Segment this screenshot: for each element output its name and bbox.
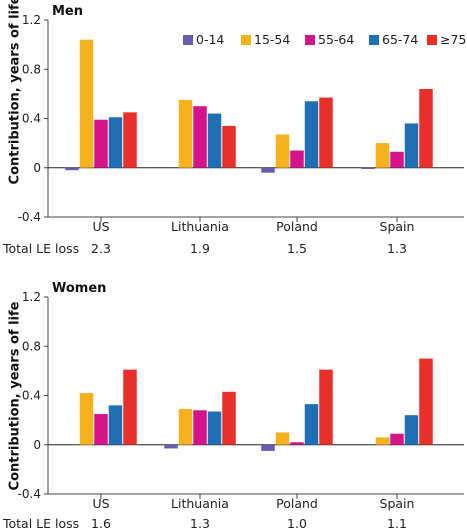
legend-swatch	[427, 35, 437, 45]
legend-swatch	[305, 35, 315, 45]
bar-men-spain-series-3	[404, 123, 419, 168]
legend: 0-14 15-54 55-64 65-74 ≥75	[183, 32, 466, 47]
legend-label: 65-74	[382, 32, 418, 47]
bar-men-poland-series-1	[275, 134, 290, 168]
bar-men-spain-series-0	[361, 167, 375, 169]
x-category-label: US	[92, 219, 109, 234]
total-le-loss-value: 1.9	[190, 241, 210, 256]
bar-women-lithuania-series-4	[222, 391, 236, 445]
total-le-loss-value: 1.3	[387, 241, 407, 256]
total-le-loss-value: 2.3	[91, 241, 111, 256]
legend-label: ≥75	[440, 32, 466, 47]
y-tick-label: 0.8	[22, 339, 41, 353]
bar-women-lithuania-series-2	[193, 410, 207, 445]
bar-men-us-series-0	[65, 167, 79, 171]
bar-women-spain-series-1	[375, 437, 390, 445]
bar-men-lithuania-series-2	[193, 106, 207, 168]
legend-swatch	[241, 35, 251, 45]
bar-men-lithuania-series-4	[222, 125, 236, 168]
bar-women-poland-series-2	[290, 442, 304, 445]
panel-women: Women Contribution, years of life-0.4 0 0.4…	[2, 281, 464, 531]
bar-women-us-series-1	[79, 393, 94, 445]
panel-title: Women	[52, 281, 106, 296]
y-tick-label: -0.4	[18, 210, 41, 224]
bar-women-poland-series-4	[319, 369, 333, 445]
total-le-loss-label: Total LE loss	[2, 241, 79, 256]
total-le-loss-label: Total LE loss	[2, 516, 79, 531]
y-tick-label: 0.4	[22, 389, 41, 403]
y-tick-label: 1.2	[22, 290, 41, 304]
x-category-label: US	[92, 496, 109, 511]
y-tick-label: 0.8	[22, 62, 41, 76]
legend-swatch	[183, 35, 193, 45]
bar-women-us-series-3	[108, 405, 123, 445]
bar-women-spain-series-4	[419, 358, 433, 445]
x-category-label: Spain	[380, 219, 415, 234]
bar-women-poland-series-0	[261, 444, 275, 451]
x-category-label: Spain	[380, 496, 415, 511]
y-tick-label: 0.4	[22, 112, 41, 126]
bar-men-poland-series-0	[261, 167, 275, 173]
bar-men-us-series-3	[108, 117, 123, 168]
total-le-loss-value: 1.5	[287, 241, 307, 256]
x-category-label: Lithuania	[171, 219, 229, 234]
total-le-loss-value: 1.1	[387, 516, 407, 531]
bar-women-lithuania-series-3	[207, 411, 222, 445]
legend-label: 0-14	[196, 32, 224, 47]
bar-men-lithuania-series-3	[207, 113, 222, 168]
legend-swatch	[369, 35, 379, 45]
bar-women-spain-series-3	[404, 415, 419, 445]
bar-women-us-series-2	[94, 413, 108, 445]
total-le-loss-value: 1.6	[91, 516, 111, 531]
bar-women-us-series-4	[123, 369, 137, 445]
x-category-label: Poland	[276, 219, 318, 234]
panel-men: Men Contribution, years of life -0.4 0 0.4 0.…	[2, 0, 466, 256]
bar-women-lithuania-series-1	[178, 409, 193, 445]
y-tick-label: 0	[33, 161, 41, 175]
bar-women-lithuania-series-0	[164, 444, 178, 449]
bar-men-lithuania-series-1	[178, 100, 193, 168]
bar-men-spain-series-2	[390, 151, 404, 168]
y-tick-label: -0.4	[18, 487, 41, 501]
bar-men-poland-series-3	[304, 101, 319, 168]
bar-women-poland-series-3	[304, 404, 319, 445]
bar-women-poland-series-1	[275, 432, 290, 445]
total-le-loss-value: 1.3	[190, 516, 210, 531]
bar-men-poland-series-2	[290, 150, 304, 168]
bar-men-us-series-2	[94, 119, 108, 168]
y-axis-label: Contribution, years of life	[8, 301, 23, 490]
panel-title: Men	[52, 4, 83, 19]
bar-women-spain-series-2	[390, 433, 404, 445]
y-tick-label: 0	[33, 438, 41, 452]
total-le-loss-value: 1.0	[287, 516, 307, 531]
y-tick-label: 1.2	[22, 13, 41, 27]
legend-label: 15-54	[254, 32, 290, 47]
x-category-label: Lithuania	[171, 496, 229, 511]
bar-men-us-series-1	[79, 39, 94, 168]
bar-men-poland-series-4	[319, 97, 333, 168]
bar-men-us-series-4	[123, 112, 137, 168]
bar-men-spain-series-1	[375, 143, 390, 168]
legend-label: 55-64	[318, 32, 354, 47]
x-category-label: Poland	[276, 496, 318, 511]
bar-men-spain-series-4	[419, 88, 433, 168]
y-axis-label: Contribution, years of life	[8, 0, 23, 184]
